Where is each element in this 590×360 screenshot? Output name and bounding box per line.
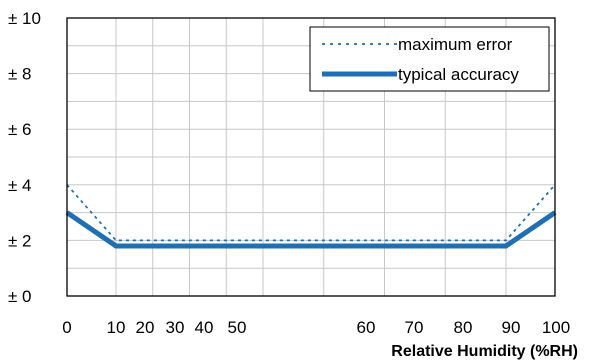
- legend-box: [309, 26, 550, 92]
- x-tick-label: 30: [166, 318, 185, 337]
- legend: maximum error typical accuracy: [309, 26, 550, 92]
- x-tick-label: 10: [107, 318, 126, 337]
- x-tick-label: 0: [62, 318, 71, 337]
- x-tick-label: 60: [357, 318, 376, 337]
- x-tick-labels: 0 10 20 30 40 50 60 70 80 90 100: [62, 318, 570, 337]
- plot-frame: [66, 17, 556, 297]
- y-tick-label: ± 6: [8, 120, 32, 139]
- x-tick-label: 90: [502, 318, 521, 337]
- y-tick-label: ± 10: [8, 9, 41, 28]
- y-tick-labels: ± 0 ± 2 ± 4 ± 6 ± 8 ± 10: [8, 9, 41, 306]
- x-tick-label: 70: [405, 318, 424, 337]
- series-maximum-error-line: [66, 184, 556, 242]
- y-tick-label: ± 2: [8, 231, 32, 250]
- series-typical-accuracy-line: [65, 210, 557, 249]
- legend-label-typical-accuracy: typical accuracy: [398, 65, 519, 84]
- series-layer: [65, 184, 557, 249]
- x-axis-title: Relative Humidity (%RH): [391, 343, 578, 360]
- y-tick-label: ± 8: [8, 65, 32, 84]
- legend-label-maximum-error: maximum error: [398, 35, 513, 54]
- x-tick-label: 50: [228, 318, 247, 337]
- x-tick-label: 20: [136, 318, 155, 337]
- x-tick-label: 100: [542, 318, 570, 337]
- y-tick-label: ± 0: [8, 287, 32, 306]
- y-tick-label: ± 4: [8, 176, 32, 195]
- x-tick-label: 40: [195, 318, 214, 337]
- x-tick-label: 80: [454, 318, 473, 337]
